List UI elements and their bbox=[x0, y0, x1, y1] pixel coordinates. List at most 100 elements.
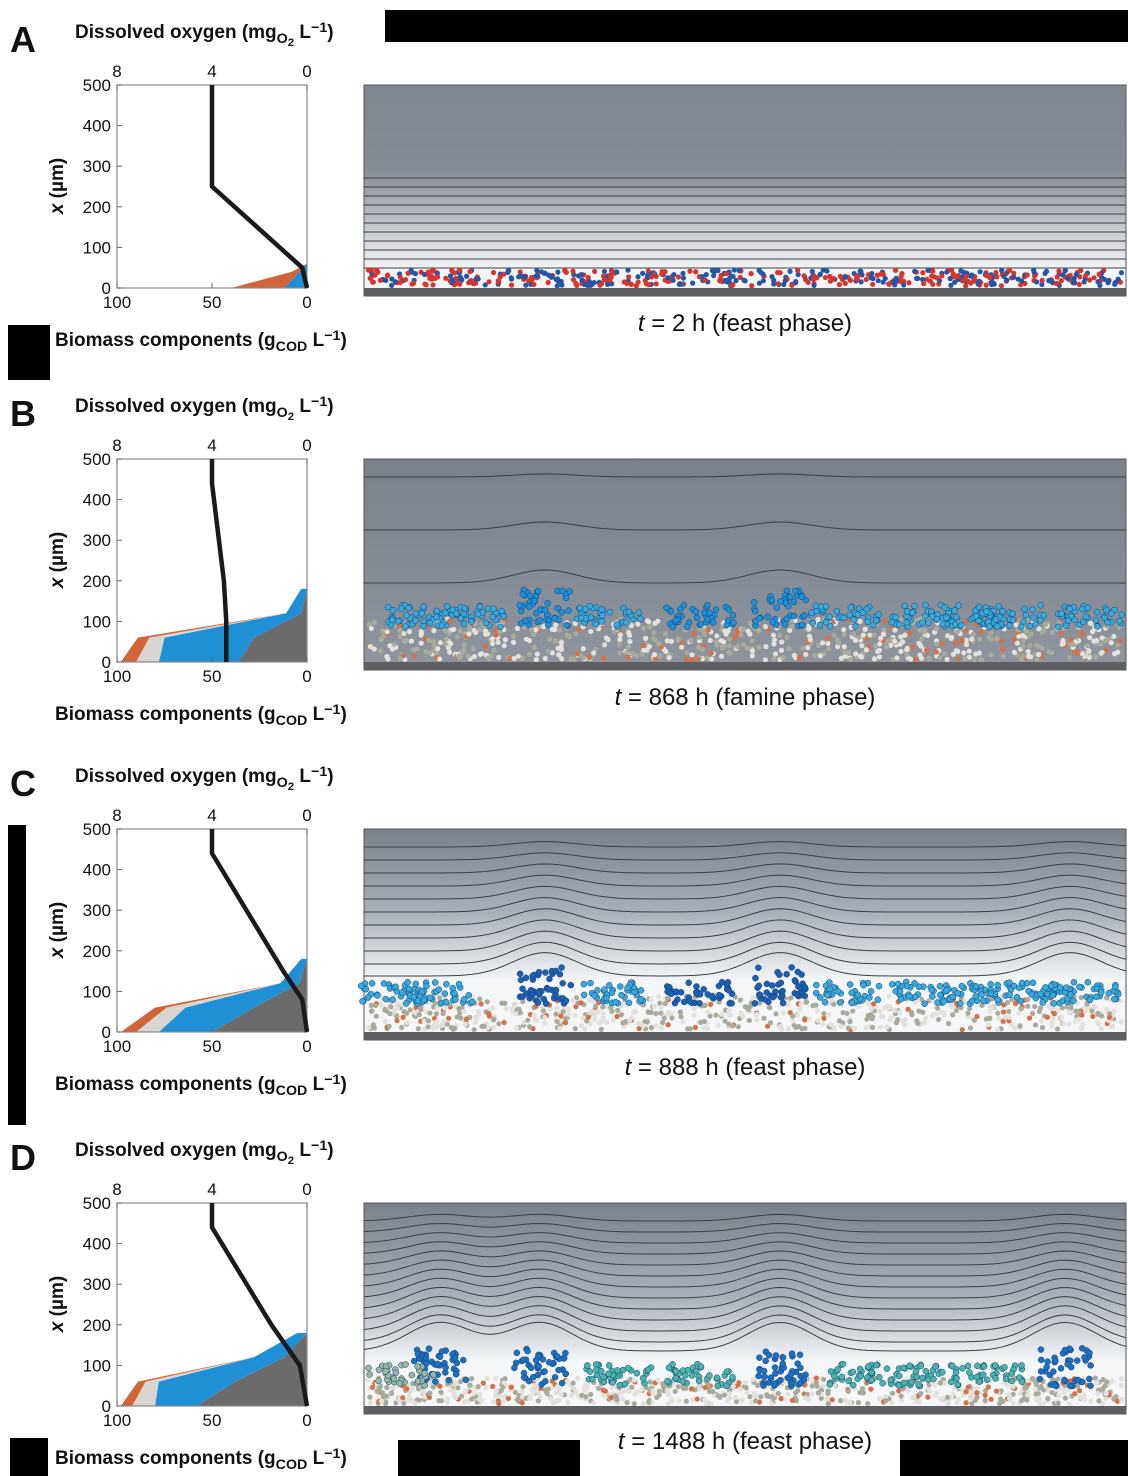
cell bbox=[369, 268, 374, 273]
cell bbox=[574, 283, 579, 288]
particle bbox=[969, 1396, 974, 1401]
colony-cell bbox=[560, 980, 566, 986]
colony-cell bbox=[791, 613, 797, 619]
particle bbox=[477, 1392, 482, 1397]
colony-cell bbox=[710, 993, 716, 999]
colony-cell bbox=[823, 619, 829, 625]
colony-cell bbox=[559, 609, 565, 615]
colony-cell bbox=[530, 973, 536, 979]
colony-cell bbox=[983, 608, 989, 614]
particle bbox=[552, 627, 557, 632]
colony-cell bbox=[1081, 1354, 1087, 1360]
colony-cell bbox=[393, 984, 399, 990]
particle bbox=[821, 1377, 826, 1382]
y-tick-label: 300 bbox=[83, 531, 111, 550]
particle bbox=[384, 1393, 389, 1398]
particle bbox=[726, 1022, 731, 1027]
colony-cell bbox=[587, 980, 593, 986]
particle bbox=[1006, 1009, 1011, 1014]
cell bbox=[818, 272, 823, 277]
particle bbox=[486, 1011, 491, 1016]
colony-cell bbox=[1058, 611, 1064, 617]
colony-cell bbox=[1074, 1358, 1080, 1364]
colony-cell bbox=[535, 1000, 541, 1006]
colony-cell bbox=[763, 1358, 769, 1364]
particle bbox=[554, 1005, 559, 1010]
colony-cell bbox=[606, 982, 612, 988]
particle bbox=[659, 1025, 664, 1030]
particle bbox=[815, 1008, 820, 1013]
particle bbox=[624, 1388, 629, 1393]
colony-cell bbox=[514, 1350, 520, 1356]
cell bbox=[1040, 278, 1045, 283]
cell bbox=[915, 276, 920, 281]
particle bbox=[579, 1393, 584, 1398]
particle bbox=[624, 650, 629, 655]
colony-cell bbox=[973, 983, 979, 989]
colony-cell bbox=[399, 990, 405, 996]
particle bbox=[986, 1384, 991, 1389]
colony-cell bbox=[714, 1375, 720, 1381]
particle bbox=[546, 1386, 551, 1391]
particle bbox=[934, 1390, 939, 1395]
x-tick-label: 0 bbox=[302, 1037, 311, 1056]
particle bbox=[692, 1006, 697, 1011]
particle bbox=[603, 1389, 608, 1394]
colony-cell bbox=[567, 588, 573, 594]
colony-cell bbox=[535, 588, 541, 594]
x-tick-label: 100 bbox=[103, 1411, 131, 1430]
particle bbox=[581, 646, 586, 651]
particle bbox=[1001, 1009, 1006, 1014]
colony-cell bbox=[1044, 1364, 1050, 1370]
particle bbox=[490, 1384, 495, 1389]
particle bbox=[727, 643, 732, 648]
particle bbox=[989, 637, 994, 642]
colony-cell bbox=[406, 605, 412, 611]
colony-cell bbox=[730, 1374, 736, 1380]
colony-cell bbox=[681, 999, 687, 1005]
x-tick-label: 100 bbox=[103, 667, 131, 686]
colony-cell bbox=[673, 1368, 679, 1374]
text-part: Dissolved oxygen (mg bbox=[75, 1140, 277, 1161]
particle bbox=[995, 1011, 1000, 1016]
particle bbox=[617, 637, 622, 642]
particle bbox=[575, 651, 580, 656]
particle bbox=[414, 646, 419, 651]
x2-tick-label: 4 bbox=[207, 806, 216, 825]
axis-title: Dissolved oxygen (mgO2 L−1) bbox=[75, 394, 334, 423]
cell bbox=[948, 276, 953, 281]
text-part: L bbox=[307, 1074, 324, 1095]
particle bbox=[785, 635, 790, 640]
colony-cell bbox=[827, 1381, 833, 1387]
axis-title: Dissolved oxygen (mgO2 L−1) bbox=[75, 20, 334, 49]
axis-title: x (µm) bbox=[47, 1276, 68, 1333]
particle bbox=[918, 643, 923, 648]
particle bbox=[847, 1019, 852, 1024]
cell bbox=[549, 274, 554, 279]
substratum bbox=[364, 1032, 1126, 1040]
particle bbox=[372, 620, 377, 625]
cell bbox=[378, 278, 383, 283]
colony-cell bbox=[940, 621, 946, 627]
colony-cell bbox=[546, 976, 552, 982]
particle bbox=[1088, 621, 1093, 626]
colony-cell bbox=[788, 1380, 794, 1386]
particle bbox=[805, 645, 810, 650]
colony-cell bbox=[614, 1367, 620, 1373]
text-part: ) bbox=[340, 1448, 346, 1469]
particle bbox=[709, 650, 714, 655]
particle bbox=[437, 1384, 442, 1389]
colony-cell bbox=[536, 989, 542, 995]
particle bbox=[493, 1376, 498, 1381]
cell bbox=[496, 280, 501, 285]
particle bbox=[556, 652, 561, 657]
particle bbox=[1051, 1016, 1056, 1021]
text-part: (µm) bbox=[47, 158, 68, 204]
text-part: = 868 h (famine phase) bbox=[621, 684, 875, 711]
colony-cell bbox=[929, 993, 935, 999]
particle bbox=[666, 1009, 671, 1014]
colony-cell bbox=[680, 1368, 686, 1374]
colony-cell bbox=[715, 1383, 721, 1389]
cell bbox=[855, 277, 860, 282]
x2-tick-label: 8 bbox=[112, 1180, 121, 1199]
